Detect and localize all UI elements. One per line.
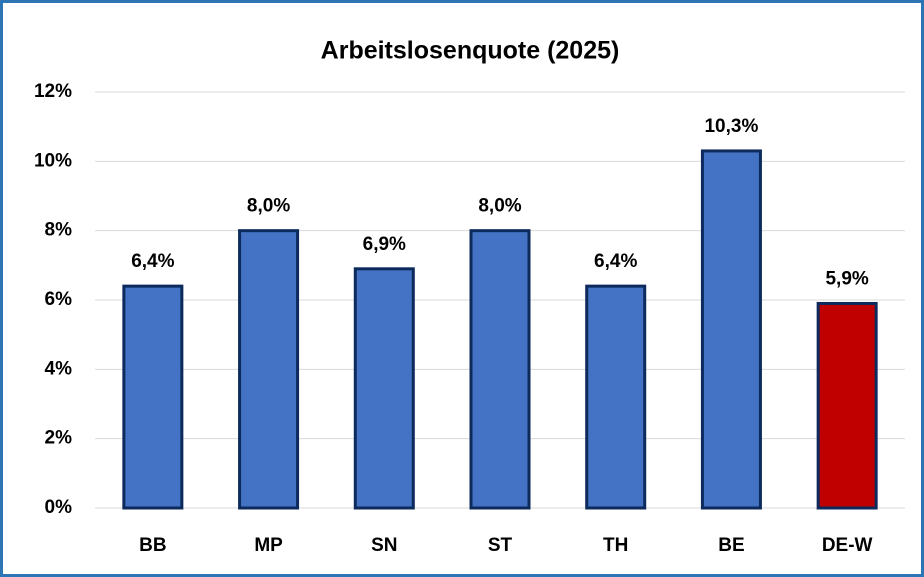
x-tick-label: BE [718, 535, 744, 556]
x-tick-label: BB [139, 535, 166, 556]
bar [816, 301, 878, 510]
bar [122, 284, 184, 510]
data-label: 5,9% [825, 268, 868, 289]
data-label: 6,4% [131, 251, 174, 272]
x-tick-label: ST [488, 535, 513, 556]
y-tick-label: 0% [45, 497, 73, 518]
y-tick-label: 12% [34, 81, 72, 102]
chart-title: Arbeitslosenquote (2025) [321, 37, 620, 65]
bar [585, 284, 647, 510]
data-label: 8,0% [478, 196, 521, 217]
bar [238, 229, 300, 510]
data-label: 6,9% [363, 234, 406, 255]
y-tick-label: 2% [45, 428, 73, 449]
x-tick-label: MP [254, 535, 283, 556]
y-tick-label: 10% [34, 150, 72, 171]
y-tick-label: 8% [45, 220, 73, 241]
y-tick-label: 6% [45, 289, 73, 310]
x-tick-label: TH [603, 535, 628, 556]
bar [469, 229, 531, 510]
x-tick-label: DE-W [822, 535, 873, 556]
bar [353, 267, 415, 510]
x-tick-label: SN [371, 535, 397, 556]
bar [700, 149, 762, 510]
data-label: 8,0% [247, 196, 290, 217]
data-label: 6,4% [594, 251, 637, 272]
data-label: 10,3% [704, 116, 758, 137]
y-tick-label: 4% [45, 358, 73, 379]
